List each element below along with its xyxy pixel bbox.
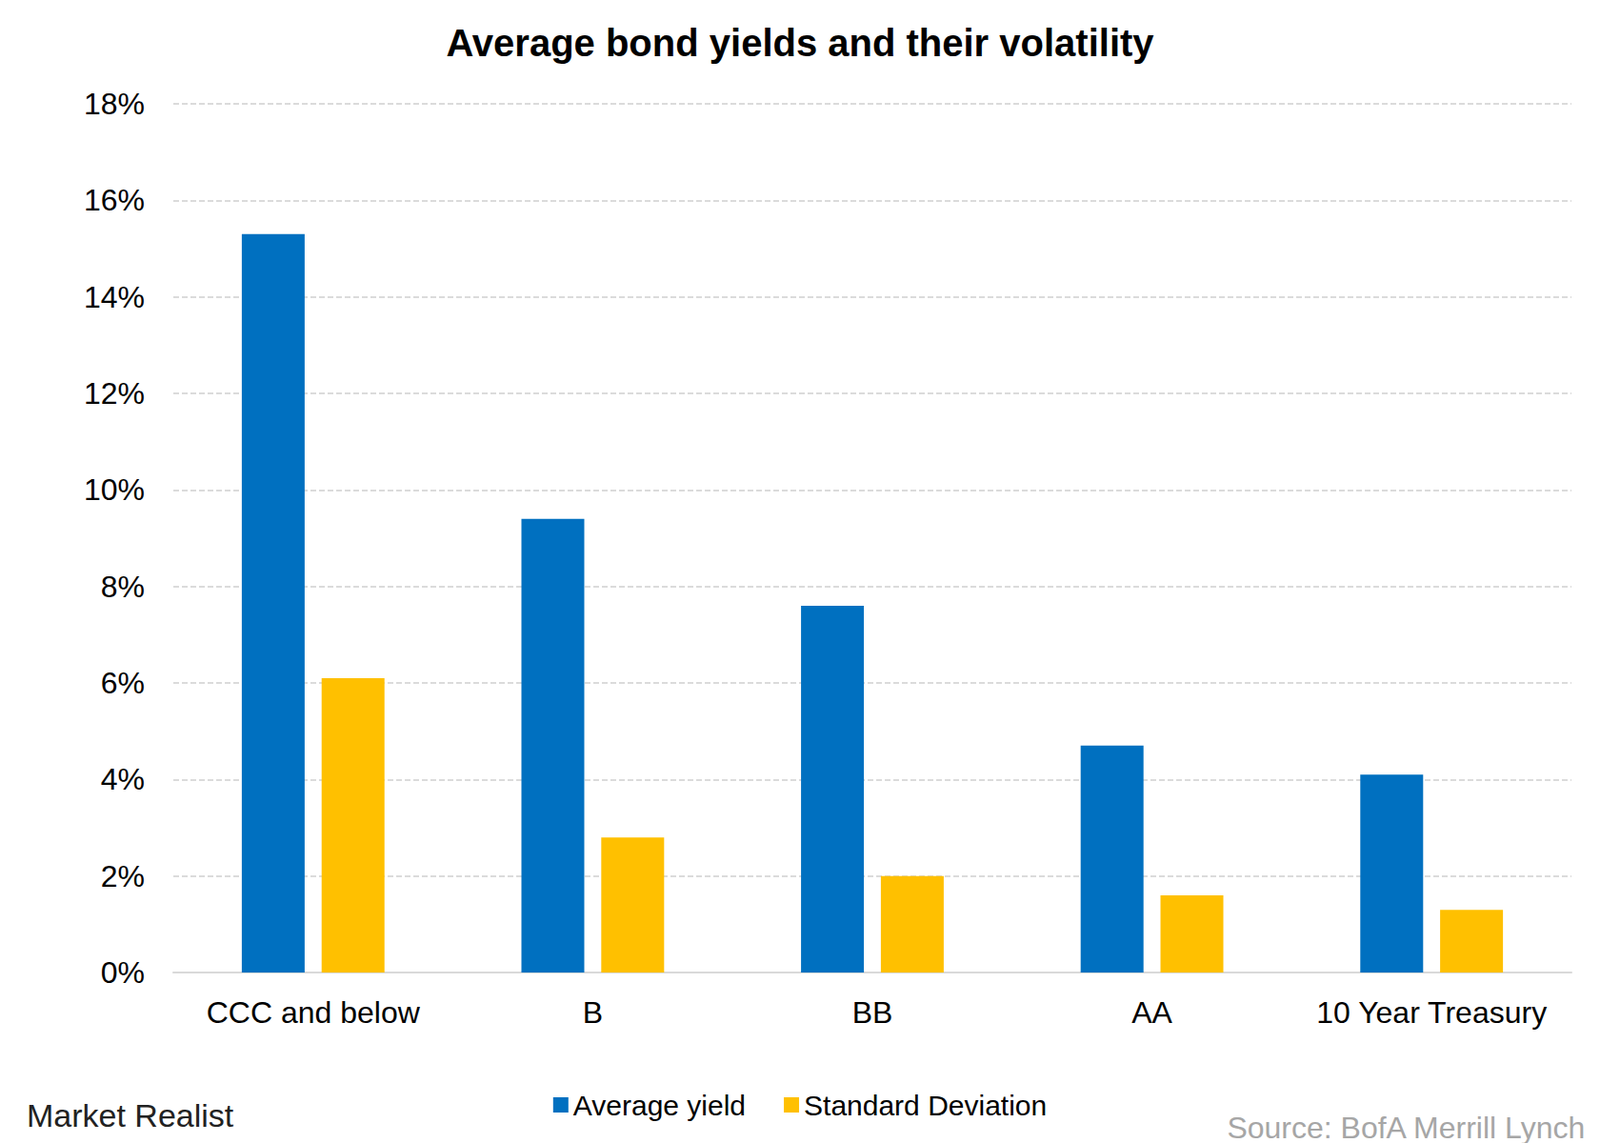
svg-text:4%: 4% (100, 761, 145, 797)
svg-text:2%: 2% (100, 859, 145, 894)
svg-text:Average yield: Average yield (573, 1089, 746, 1121)
svg-text:14%: 14% (83, 280, 145, 315)
svg-text:Average bond yields and their: Average bond yields and their volatility (445, 21, 1155, 64)
svg-text:12%: 12% (83, 376, 145, 411)
svg-text:B: B (582, 995, 603, 1030)
svg-text:Standard Deviation: Standard Deviation (803, 1089, 1047, 1121)
svg-text:BB: BB (852, 995, 894, 1030)
svg-text:0%: 0% (100, 955, 145, 990)
svg-text:10 Year Treasury: 10 Year Treasury (1316, 995, 1547, 1030)
svg-text:18%: 18% (83, 86, 145, 121)
svg-text:8%: 8% (100, 569, 145, 604)
svg-text:Market Realist: Market Realist (26, 1097, 235, 1134)
svg-text:AA: AA (1131, 995, 1173, 1030)
svg-text:CCC and below: CCC and below (206, 995, 421, 1030)
svg-text:10%: 10% (83, 472, 145, 507)
svg-text:Source: BofA Merrill Lynch: Source: BofA Merrill Lynch (1226, 1110, 1585, 1143)
svg-text:16%: 16% (83, 182, 145, 218)
svg-text:6%: 6% (100, 665, 145, 700)
